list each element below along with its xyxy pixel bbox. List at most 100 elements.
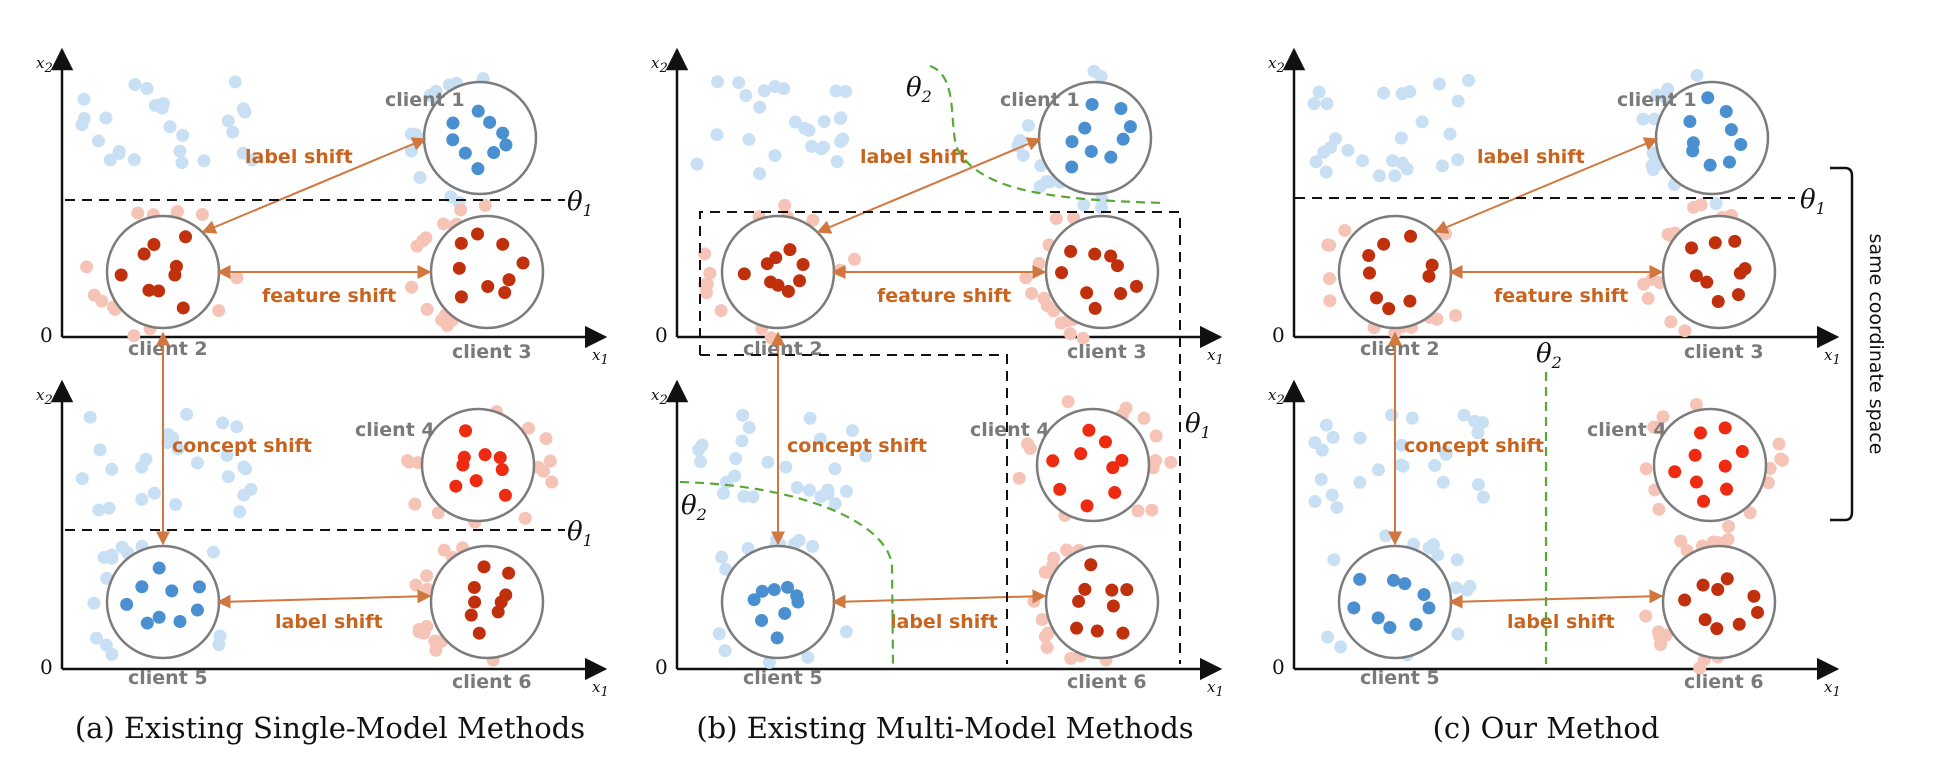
scatter-point <box>139 452 153 466</box>
client-samples <box>1347 572 1436 634</box>
neighbour-scatter <box>87 539 227 661</box>
sample-point <box>446 116 460 130</box>
scatter-point <box>1385 408 1399 422</box>
scatter-point <box>1353 431 1367 445</box>
scatter-point <box>131 206 145 220</box>
same-coordinate-space-label: same coordinate space <box>1865 234 1887 455</box>
scatter-point <box>762 655 776 669</box>
scatter-point <box>1040 641 1054 655</box>
sample-point <box>1747 589 1761 603</box>
client-4: client 4 <box>1587 397 1789 533</box>
sample-point <box>1719 104 1733 118</box>
scatter-point <box>1451 153 1465 167</box>
panel-a-boundaries: θ1 θ1 <box>65 187 593 550</box>
sample-point <box>1693 426 1707 440</box>
scatter-point <box>1040 299 1054 313</box>
sample-point <box>796 258 810 272</box>
scatter-point <box>1652 502 1666 516</box>
theta2-label: θ2 <box>1536 339 1562 372</box>
sample-point <box>1078 582 1092 596</box>
scatter-point <box>213 629 227 643</box>
scatter-point <box>1323 294 1337 308</box>
scatter-point <box>1709 197 1723 211</box>
same-space-brace <box>1830 166 1854 522</box>
sample-point <box>190 603 204 617</box>
scatter-point <box>1432 77 1446 91</box>
label-shift-label-bottom: label shift <box>890 611 998 633</box>
client-5: client 5 <box>1321 529 1477 689</box>
scatter-point <box>135 492 149 506</box>
theta1-label-top: θ1 <box>567 187 593 220</box>
sample-point <box>1123 120 1137 134</box>
sample-point <box>1120 583 1134 597</box>
scatter-point <box>1772 437 1786 451</box>
sample-point <box>499 138 513 152</box>
sample-point <box>1720 482 1734 496</box>
sample-point <box>1722 155 1736 169</box>
scatter-point <box>180 407 194 421</box>
client-1: client 1 <box>385 72 538 209</box>
scatter-point <box>1064 651 1078 665</box>
sample-point <box>469 474 483 488</box>
sample-point <box>769 251 783 265</box>
scatter-point <box>102 501 116 515</box>
scatter-point <box>105 462 119 476</box>
scatter-point <box>833 112 847 126</box>
sample-point <box>498 488 512 502</box>
client-circle <box>429 214 545 330</box>
scatter-point <box>757 84 771 98</box>
theta2-boundary-bottom <box>679 480 895 665</box>
sample-point <box>781 580 795 594</box>
scatter-point <box>828 462 842 476</box>
sample-point <box>755 613 769 627</box>
scatter-point <box>402 455 416 469</box>
scatter-point <box>171 442 185 456</box>
sample-point <box>1386 573 1400 587</box>
sample-point <box>1074 447 1088 461</box>
scatter-point <box>236 102 250 116</box>
scatter-point <box>206 545 220 559</box>
client-1-label: client 1 <box>1000 89 1080 111</box>
scatter-point <box>80 260 94 274</box>
scatter-point <box>1693 661 1707 675</box>
scatter-point <box>1355 154 1369 168</box>
scatter-point <box>221 470 235 484</box>
scatter-point <box>829 84 843 98</box>
sample-point <box>1425 258 1439 272</box>
sample-point <box>1696 578 1710 592</box>
sample-point <box>1698 613 1712 627</box>
scatter-point <box>83 410 97 424</box>
sample-point <box>1735 445 1749 459</box>
background-scatter-blue <box>692 408 873 511</box>
scatter-point <box>802 483 816 497</box>
scatter-point <box>105 548 119 562</box>
scatter-point <box>761 455 775 469</box>
client-5: client 5 <box>712 532 853 689</box>
scatter-point <box>409 578 423 592</box>
sample-point <box>464 608 478 622</box>
scatter-point <box>839 84 853 98</box>
scatter-point <box>77 111 91 125</box>
scatter-point <box>230 420 244 434</box>
sample-point <box>1108 486 1122 500</box>
scatter-point <box>1049 212 1063 226</box>
scatter-point <box>803 411 817 425</box>
x1-axis-label: x1 <box>592 346 609 368</box>
sample-point <box>491 605 505 619</box>
scatter-point <box>779 460 793 474</box>
origin-label: 0 <box>40 323 53 347</box>
scatter-point <box>93 443 107 457</box>
sample-point <box>502 273 516 287</box>
client-3-label: client 3 <box>1684 341 1764 363</box>
client-samples <box>446 104 513 176</box>
scatter-point <box>732 76 746 90</box>
scatter-point <box>715 550 729 564</box>
scatter-point <box>1405 411 1419 425</box>
scatter-point <box>790 481 804 495</box>
sample-point <box>1070 621 1084 635</box>
label-shift-arrow-top <box>201 137 427 234</box>
label-shift-arrow-top <box>816 137 1042 234</box>
sample-point <box>499 588 513 602</box>
scatter-point <box>737 489 751 503</box>
